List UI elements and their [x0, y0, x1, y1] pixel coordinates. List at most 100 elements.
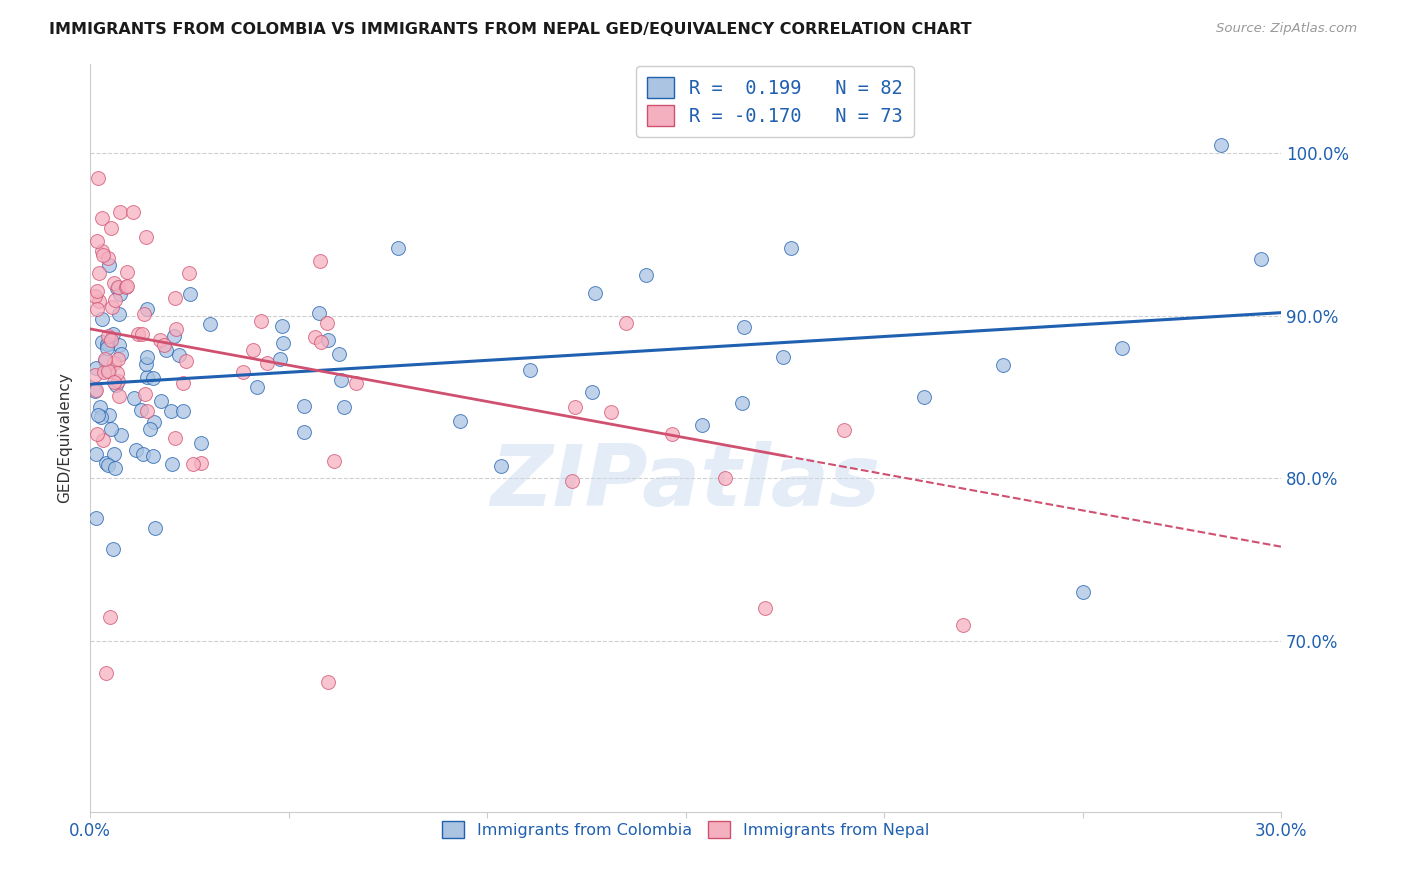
- Text: Source: ZipAtlas.com: Source: ZipAtlas.com: [1216, 22, 1357, 36]
- Point: [449, 414, 471, 428]
- Point: [97, 458, 120, 472]
- Point: [135, 230, 157, 244]
- Point: [104, 461, 127, 475]
- Point: [181, 457, 204, 471]
- Point: [160, 457, 183, 471]
- Point: [86, 446, 108, 460]
- Point: [107, 279, 129, 293]
- Point: [912, 390, 935, 404]
- Point: [96, 456, 118, 470]
- Point: [242, 343, 264, 358]
- Point: [105, 281, 128, 295]
- Point: [108, 286, 131, 301]
- Point: [952, 617, 974, 632]
- Point: [103, 447, 125, 461]
- Legend: Immigrants from Colombia, Immigrants from Nepal: Immigrants from Colombia, Immigrants fro…: [436, 814, 936, 845]
- Point: [309, 334, 332, 349]
- Point: [270, 318, 292, 333]
- Point: [103, 277, 125, 291]
- Point: [163, 329, 186, 343]
- Point: [172, 376, 194, 390]
- Point: [135, 357, 157, 371]
- Text: ZIPatlas: ZIPatlas: [491, 442, 880, 524]
- Point: [754, 601, 776, 615]
- Point: [834, 423, 856, 437]
- Point: [101, 326, 124, 341]
- Point: [131, 327, 153, 342]
- Point: [309, 254, 332, 268]
- Point: [132, 307, 155, 321]
- Point: [1111, 342, 1133, 356]
- Point: [165, 322, 187, 336]
- Point: [98, 363, 121, 377]
- Point: [519, 363, 541, 377]
- Point: [177, 267, 200, 281]
- Point: [108, 338, 131, 352]
- Point: [159, 404, 181, 418]
- Point: [87, 408, 110, 422]
- Point: [94, 354, 117, 368]
- Point: [330, 373, 353, 387]
- Point: [172, 404, 194, 418]
- Point: [84, 510, 107, 524]
- Point: [98, 408, 121, 422]
- Point: [152, 338, 174, 352]
- Point: [333, 400, 356, 414]
- Point: [322, 453, 344, 467]
- Point: [103, 356, 125, 370]
- Point: [105, 366, 128, 380]
- Point: [110, 428, 132, 442]
- Point: [387, 241, 409, 255]
- Point: [93, 365, 115, 379]
- Point: [107, 374, 129, 388]
- Point: [135, 404, 157, 418]
- Point: [115, 278, 138, 293]
- Point: [139, 422, 162, 436]
- Point: [97, 329, 120, 343]
- Point: [772, 350, 794, 364]
- Point: [561, 474, 583, 488]
- Point: [155, 343, 177, 357]
- Point: [190, 436, 212, 450]
- Point: [1250, 252, 1272, 266]
- Point: [316, 333, 339, 347]
- Point: [190, 456, 212, 470]
- Point: [489, 459, 512, 474]
- Point: [318, 674, 340, 689]
- Point: [87, 170, 110, 185]
- Point: [115, 279, 138, 293]
- Point: [91, 312, 114, 326]
- Point: [714, 471, 737, 485]
- Point: [108, 307, 131, 321]
- Point: [84, 384, 107, 398]
- Point: [86, 284, 108, 298]
- Point: [142, 371, 165, 385]
- Point: [97, 251, 120, 265]
- Point: [122, 391, 145, 405]
- Point: [308, 306, 330, 320]
- Point: [1211, 138, 1233, 153]
- Point: [91, 248, 114, 262]
- Text: IMMIGRANTS FROM COLOMBIA VS IMMIGRANTS FROM NEPAL GED/EQUIVALENCY CORRELATION CH: IMMIGRANTS FROM COLOMBIA VS IMMIGRANTS F…: [49, 22, 972, 37]
- Point: [129, 402, 152, 417]
- Point: [304, 330, 326, 344]
- Point: [96, 364, 118, 378]
- Point: [583, 285, 606, 300]
- Point: [83, 289, 105, 303]
- Point: [86, 302, 108, 317]
- Point: [83, 384, 105, 398]
- Point: [136, 370, 159, 384]
- Point: [991, 358, 1014, 372]
- Point: [165, 431, 187, 445]
- Point: [246, 380, 269, 394]
- Point: [86, 235, 108, 249]
- Point: [83, 368, 105, 382]
- Point: [110, 204, 132, 219]
- Point: [143, 521, 166, 535]
- Point: [100, 300, 122, 314]
- Point: [89, 400, 111, 414]
- Point: [328, 347, 350, 361]
- Point: [149, 394, 172, 409]
- Point: [614, 316, 637, 330]
- Point: [143, 415, 166, 429]
